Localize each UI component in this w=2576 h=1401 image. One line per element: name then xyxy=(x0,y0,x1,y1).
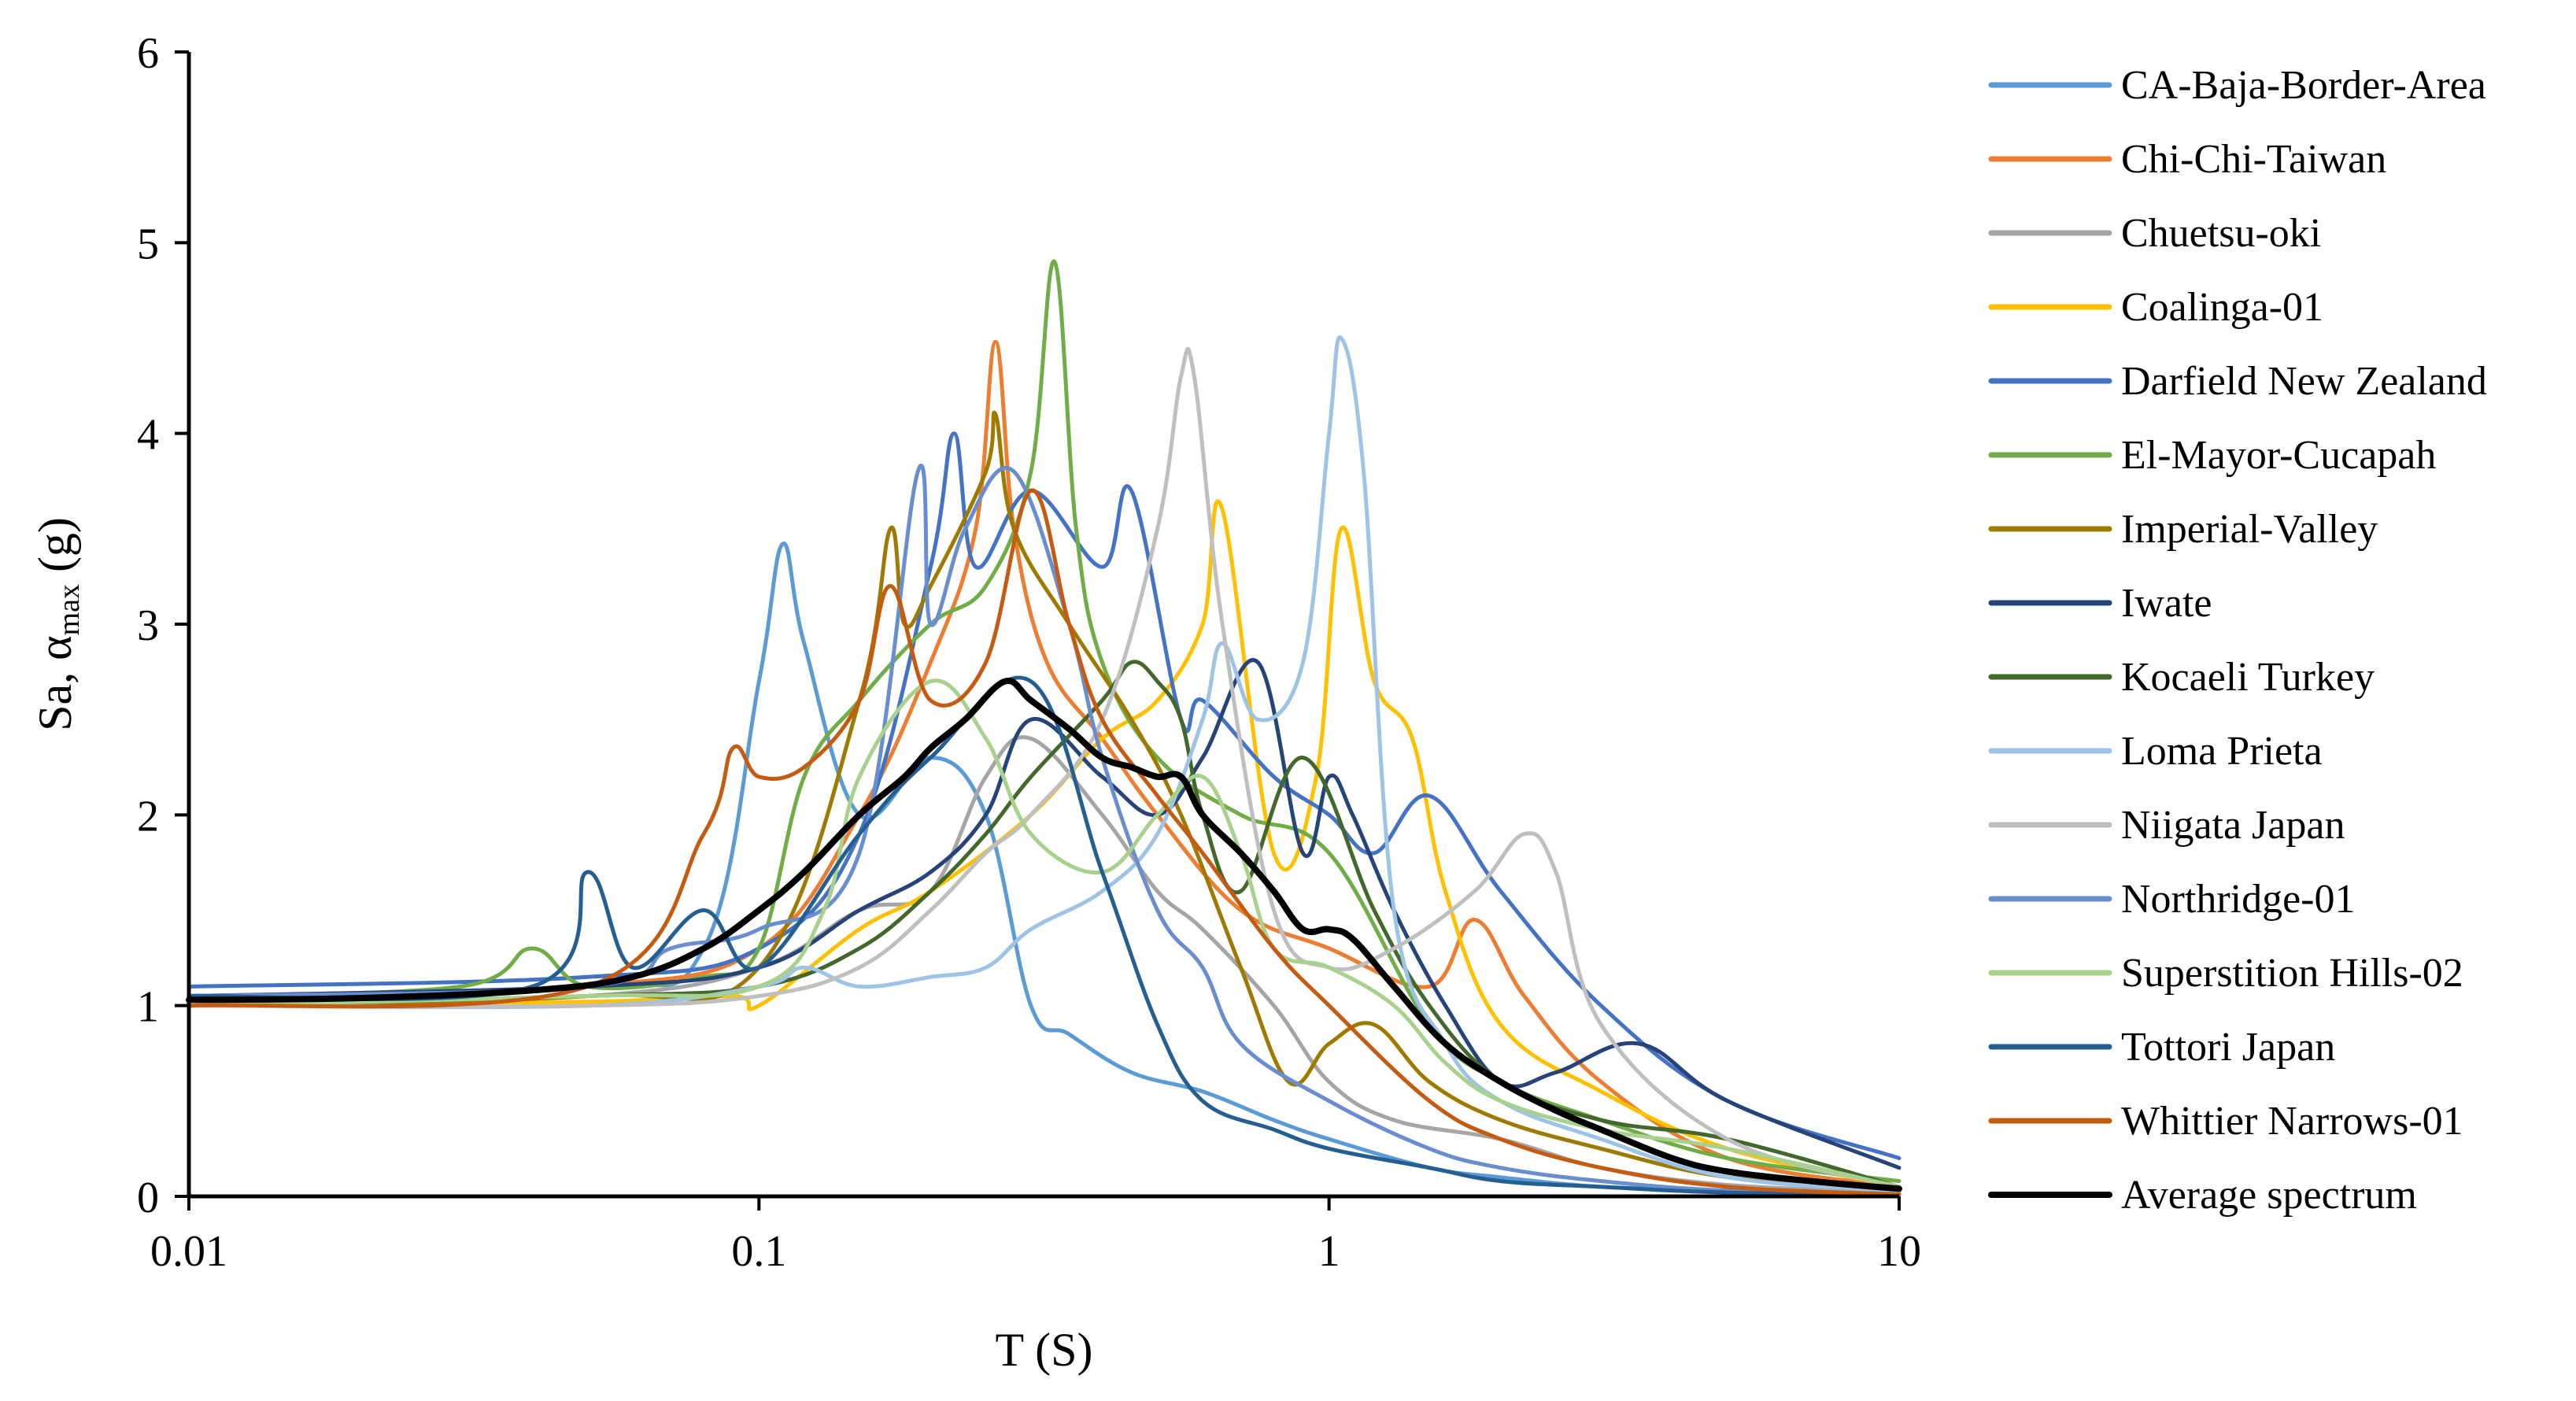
legend-label: Imperial-Valley xyxy=(2121,507,2378,552)
legend-label: Superstition Hills-02 xyxy=(2121,951,2463,996)
series-line xyxy=(186,678,1902,1192)
x-tick-label: 0.01 xyxy=(150,1227,227,1276)
series-line xyxy=(187,488,1902,1197)
legend-label: Kocaeli Turkey xyxy=(2121,655,2375,700)
legend-label: Average spectrum xyxy=(2121,1173,2417,1218)
legend-label: CA-Baja-Border-Area xyxy=(2121,63,2486,108)
legend-label: Chuetsu-oki xyxy=(2121,211,2321,256)
y-tick-label: 2 xyxy=(137,792,159,841)
y-tick-label: 6 xyxy=(137,29,159,78)
legend-label: El-Mayor-Cucapah xyxy=(2121,433,2436,478)
y-axis-title: Sa, αmax (g) xyxy=(29,517,86,731)
legend-label: Tottori Japan xyxy=(2121,1025,2335,1070)
y-tick-label: 5 xyxy=(137,220,159,268)
x-tick-label: 10 xyxy=(1877,1227,1921,1276)
series-line xyxy=(187,431,1902,1160)
series-line xyxy=(187,499,1902,1189)
series-line xyxy=(187,335,1902,1193)
legend-label: Loma Prieta xyxy=(2121,729,2323,774)
legend-label: Niigata Japan xyxy=(2121,803,2345,848)
legend-label: Coalinga-01 xyxy=(2121,285,2323,330)
y-tick-label: 1 xyxy=(137,983,159,1032)
legend-label: Darfield New Zealand xyxy=(2121,359,2487,404)
series-line xyxy=(187,542,1902,1197)
legend-label: Chi-Chi-Taiwan xyxy=(2121,137,2386,182)
series-line xyxy=(187,339,1902,1189)
x-axis-title: T (S) xyxy=(996,1324,1093,1376)
legend: CA-Baja-Border-Area Chi-Chi-Taiwan Chuetsu… xyxy=(1988,63,2487,1218)
series-line xyxy=(187,660,1902,1189)
legend-label: Whittier Narrows-01 xyxy=(2121,1099,2463,1144)
x-tick-label: 1 xyxy=(1318,1227,1340,1276)
axes-layer: 0 1 2 3 4 5 6 0.01 0.1 1 10 T (S) Sa, αmax (g) xyxy=(29,29,1921,1376)
series-line xyxy=(187,658,1902,1170)
y-tick-label: 0 xyxy=(137,1174,159,1222)
series-line xyxy=(187,464,1902,1197)
series-line xyxy=(187,675,1902,1197)
legend-label: Iwate xyxy=(2121,581,2212,626)
series-line xyxy=(187,346,1902,1189)
series-line xyxy=(187,678,1902,1189)
legend-label: Northridge-01 xyxy=(2121,877,2355,922)
series-layer xyxy=(186,259,1902,1197)
series-line xyxy=(187,410,1902,1193)
y-tick-label: 4 xyxy=(137,411,159,460)
y-tick-label: 3 xyxy=(137,601,159,650)
series-line xyxy=(187,735,1902,1195)
x-tick-label: 0.1 xyxy=(731,1227,786,1276)
